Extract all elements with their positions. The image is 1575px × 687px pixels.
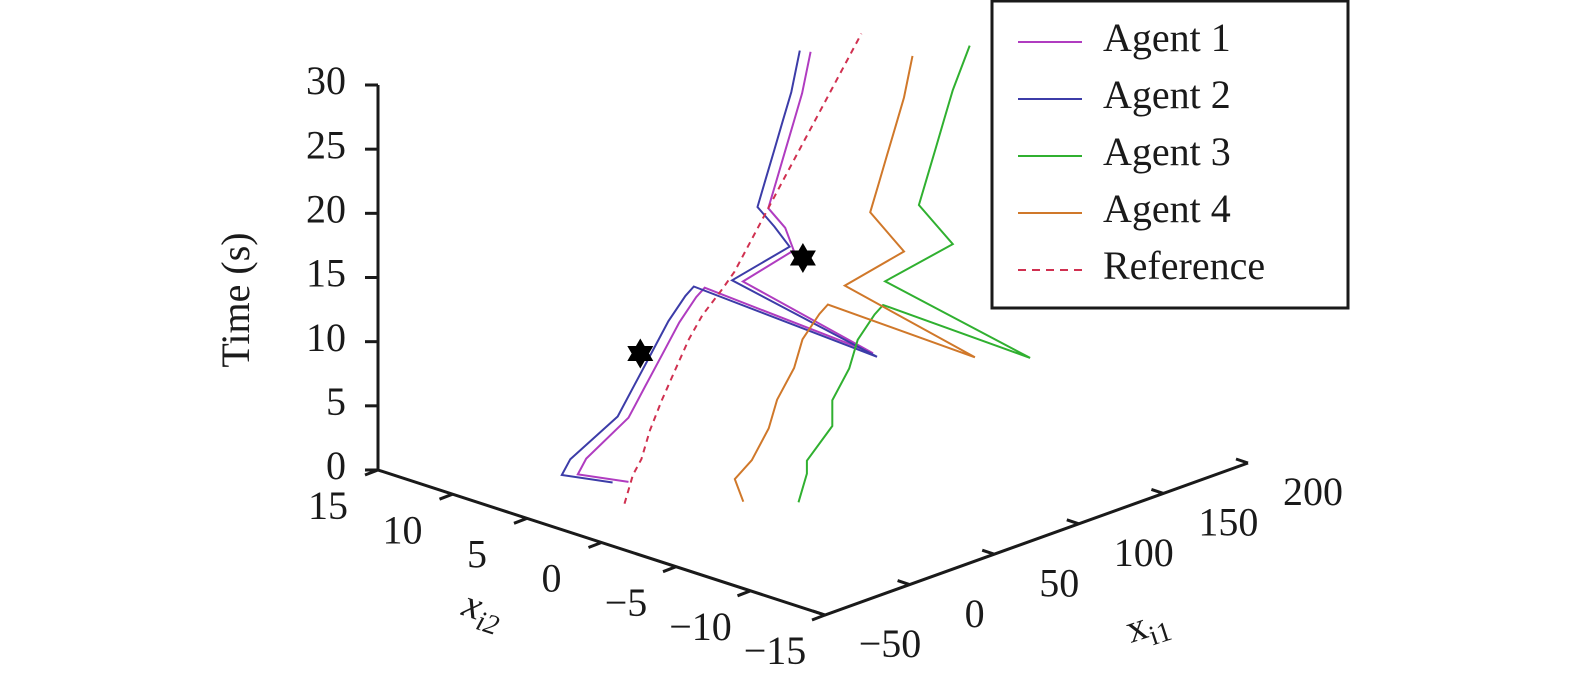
z-tick-label: 25 [306,122,346,167]
legend-label: Agent 1 [1103,15,1231,60]
series-line [560,50,878,484]
x-axis-label: xi1 [1120,596,1176,659]
x-tick [1066,518,1080,526]
x-tick-label: −50 [859,621,922,666]
z-tick-label: 20 [306,187,346,232]
z-tick-label: 5 [326,379,346,424]
x-tick-label: 200 [1283,469,1343,514]
x-tick [1150,487,1164,495]
z-tick-label: 10 [306,315,346,360]
y-tick-label: −10 [669,604,732,649]
y-tick [438,492,454,501]
y-tick-label: 0 [542,556,562,601]
z-tick-label: 30 [306,58,346,103]
series-line [623,33,863,504]
series-line [733,55,976,503]
legend-label: Agent 4 [1103,186,1231,231]
x-tick [981,548,995,556]
y-tick [736,589,752,598]
y-tick-label: −5 [605,580,648,625]
y-tick [364,468,379,477]
star-marker [789,243,816,273]
star-marker [627,338,654,369]
x-axis-label-sub: i1 [1145,616,1175,652]
y-tick-label: 15 [308,483,348,528]
x-tick-label: 100 [1114,530,1174,575]
z-tick-label: 0 [326,443,346,488]
x-tick [1235,457,1249,465]
y-tick [662,565,677,574]
y-axis-label: xi2 [454,580,509,642]
y-tick-label: 5 [467,532,487,577]
z-axis-label: Time (s) [213,232,258,367]
y-tick-label: −15 [744,628,807,673]
x-tick [812,609,826,617]
legend-box [990,0,1350,310]
y-tick [587,541,603,549]
x-tick-label: 0 [965,591,985,636]
x-tick-label: 50 [1039,560,1079,605]
y-tick-label: 10 [383,507,423,552]
legend-label: Agent 3 [1103,129,1231,174]
z-tick-label: 15 [306,251,346,296]
x-tick-label: 150 [1198,500,1258,545]
series-line [797,45,1031,503]
legend-label: Reference [1103,243,1265,288]
y-tick [513,516,528,525]
x-tick [897,579,911,587]
legend-label: Agent 2 [1103,72,1231,117]
series-line [576,51,874,483]
